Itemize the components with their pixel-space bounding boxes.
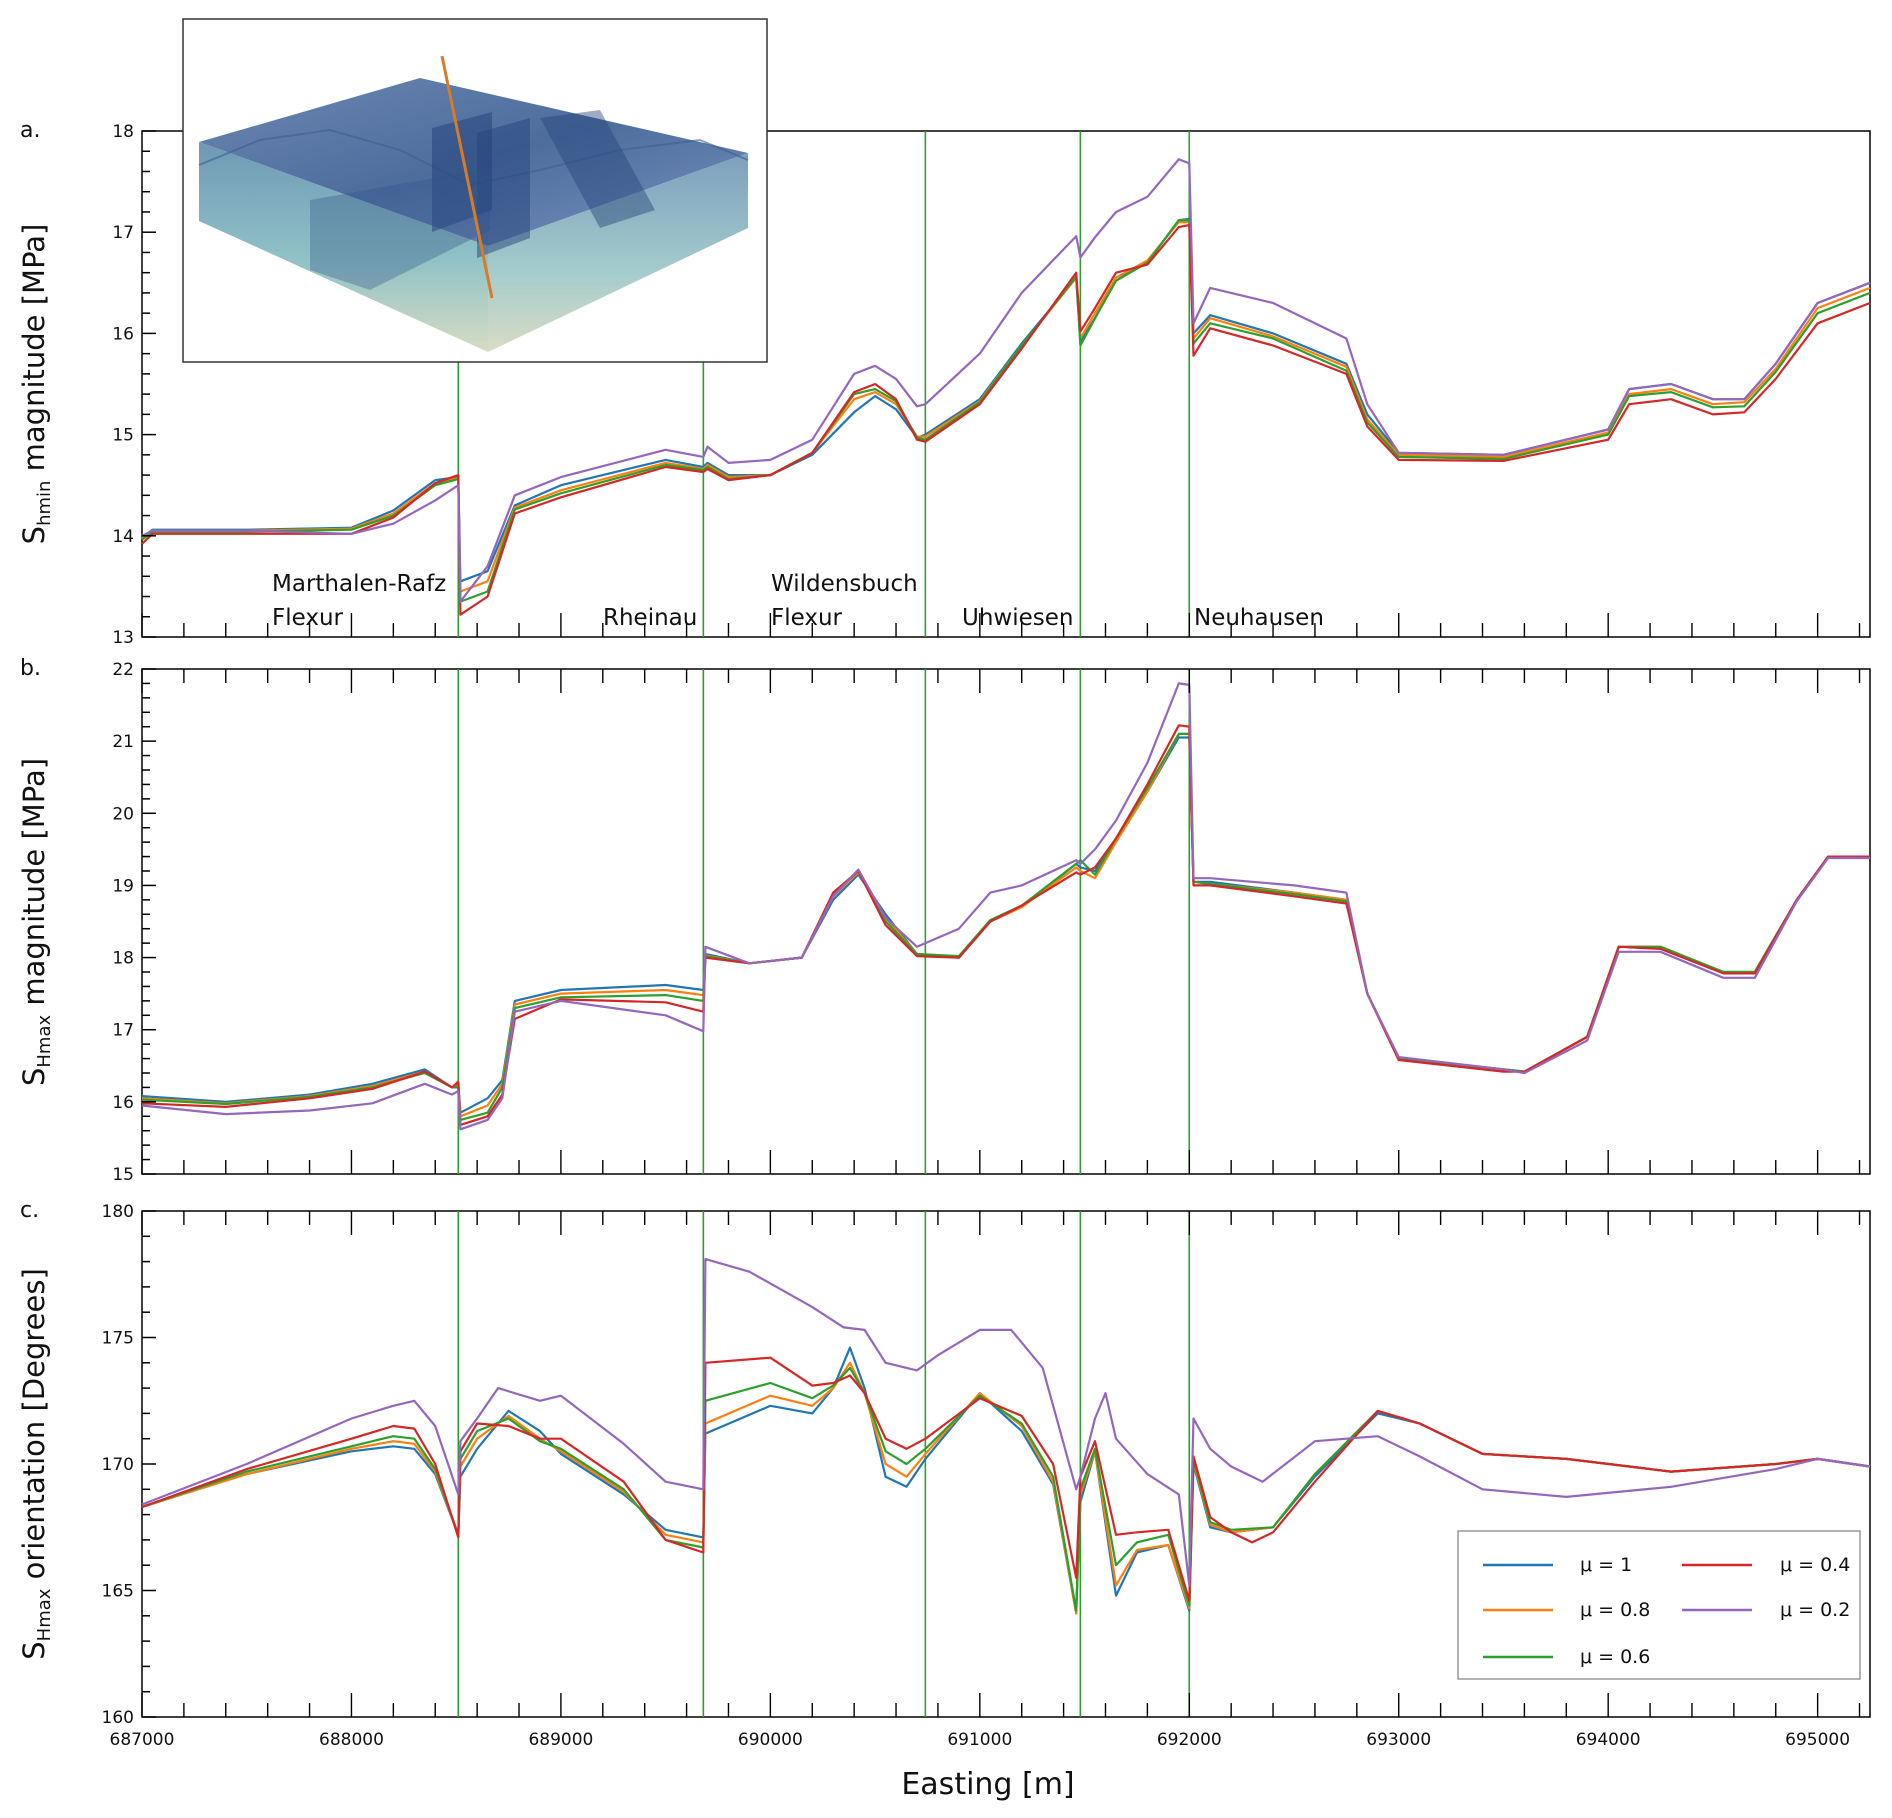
panel-letter-c: c. (20, 1198, 39, 1223)
x-axis-title: Easting [m] (901, 1767, 1074, 1802)
y-ticks-c: 160 165 170 175 180 (102, 1202, 156, 1728)
legend-label-mu-0-8: μ = 0.8 (1580, 1599, 1650, 1621)
y-tick-label-b-16: 16 (112, 1093, 134, 1113)
y-axis-title-b-rest: magnitude [MPa] (17, 758, 51, 1015)
panel-b: b. SHmax magnitude [MPa] 15 16 17 18 19 20 21 2… (17, 656, 1871, 1185)
y-tick-label-b-18: 18 (112, 949, 134, 969)
fault-label-uhwiesen: Uhwiesen (962, 605, 1073, 631)
series-a-0-2 (141, 158, 1871, 603)
y-tick-label-a-13: 13 (112, 628, 134, 648)
panel-c: c. SHmax orientation [Degrees] 160 165 170… (17, 1198, 1871, 1728)
series-a-0-4 (141, 224, 1871, 616)
y-axis-title-c-sub: Hmax (34, 1588, 55, 1641)
x-tick-label-692000: 692000 (1157, 1730, 1222, 1750)
y-tick-label-c-165: 165 (102, 1582, 134, 1602)
inset-fault-plane-2 (477, 118, 530, 258)
legend-label-mu-0-6: μ = 0.6 (1580, 1646, 1650, 1668)
y-axis-title-c: SHmax orientation [Degrees] (17, 1268, 55, 1660)
legend-label-mu-0-4: μ = 0.4 (1780, 1554, 1850, 1576)
series-c-0-2 (141, 1258, 1871, 1587)
x-tick-label-688000: 688000 (319, 1730, 384, 1750)
inset-fault-plane-4 (310, 168, 490, 290)
y-axis-title-c-rest: orientation [Degrees] (17, 1268, 51, 1588)
fault-label-rheinau: Rheinau (603, 605, 697, 631)
y-axis-title-a-main: S (17, 526, 51, 544)
y-axis-title-b-sub: Hmax (34, 1015, 55, 1068)
y-tick-label-b-22: 22 (112, 660, 134, 680)
y-axis-title-c-main: S (17, 1641, 51, 1659)
x-tick-label-690000: 690000 (738, 1730, 803, 1750)
series-layer-c (141, 1258, 1871, 1615)
model-inset (182, 18, 768, 363)
y-tick-label-a-17: 17 (112, 223, 134, 243)
legend: μ = 1 μ = 0.8 μ = 0.6 μ = 0.4 μ = 0.2 (1457, 1530, 1861, 1680)
y-axis-title-b-main: S (17, 1068, 51, 1086)
inset-profile-line (440, 55, 494, 299)
y-ticks-b: 15 16 17 18 19 20 21 22 (112, 660, 156, 1185)
series-layer-b (141, 682, 1870, 1131)
legend-label-mu-0-2: μ = 0.2 (1780, 1599, 1850, 1621)
x-tick-label-689000: 689000 (528, 1730, 593, 1750)
y-tick-label-b-19: 19 (112, 876, 134, 896)
y-tick-label-c-180: 180 (102, 1202, 134, 1222)
y-axis-title-a: Shmin magnitude [MPa] (17, 224, 55, 545)
inset-block-front (199, 142, 488, 352)
fault-label-marthalen-rafz-2: Flexur (272, 605, 344, 631)
x-tick-label-693000: 693000 (1366, 1730, 1431, 1750)
y-tick-label-b-20: 20 (112, 804, 134, 824)
y-tick-label-c-175: 175 (102, 1329, 134, 1349)
y-axis-title-b: SHmax magnitude [MPa] (17, 758, 55, 1086)
y-axis-title-a-rest: magnitude [MPa] (17, 224, 51, 481)
y-tick-label-c-170: 170 (102, 1455, 134, 1475)
x-tick-label-687000: 687000 (110, 1730, 175, 1750)
legend-box (1457, 1530, 1861, 1680)
y-tick-label-a-18: 18 (112, 122, 134, 142)
inset-fault-plane-3 (540, 110, 655, 228)
series-a-0-6 (141, 219, 1871, 603)
y-tick-label-a-16: 16 (112, 324, 134, 344)
series-c-0-6 (141, 1366, 1871, 1612)
y-axis-title-a-sub: hmin (34, 481, 55, 526)
series-b-0-4 (141, 724, 1870, 1126)
fault-label-marthalen-rafz: Marthalen-Rafz (272, 571, 446, 597)
series-layer-a (141, 158, 1871, 616)
y-tick-label-b-21: 21 (112, 732, 134, 752)
x-ticks: 687000 688000 689000 690000 691000 692000 6930… (110, 613, 1861, 1750)
panel-letter-a: a. (20, 118, 40, 143)
plot-frame-b (141, 668, 1871, 1175)
x-tick-label-695000: 695000 (1785, 1730, 1850, 1750)
inset-block-side (488, 153, 748, 352)
fault-label-wildensbuch-2: Flexur (771, 605, 843, 631)
y-tick-label-c-160: 160 (102, 1708, 134, 1728)
y-tick-label-b-15: 15 (112, 1165, 134, 1185)
y-ticks-a: 13 14 15 16 17 18 (112, 122, 156, 648)
x-tick-label-691000: 691000 (947, 1730, 1012, 1750)
legend-label-mu-1: μ = 1 (1580, 1554, 1632, 1576)
x-tick-label-694000: 694000 (1576, 1730, 1641, 1750)
fault-labels: Marthalen-Rafz Flexur Rheinau Wildensbuc… (272, 571, 1324, 631)
series-c-0-4 (141, 1356, 1871, 1602)
panel-letter-b: b. (20, 656, 41, 681)
y-tick-label-a-15: 15 (112, 426, 134, 446)
fault-label-wildensbuch: Wildensbuch (771, 571, 918, 597)
y-tick-label-b-17: 17 (112, 1021, 134, 1041)
fault-label-neuhausen: Neuhausen (1194, 605, 1324, 631)
series-c-1 (141, 1346, 1871, 1615)
series-b-0-2 (141, 682, 1870, 1131)
y-tick-label-a-14: 14 (112, 527, 134, 547)
